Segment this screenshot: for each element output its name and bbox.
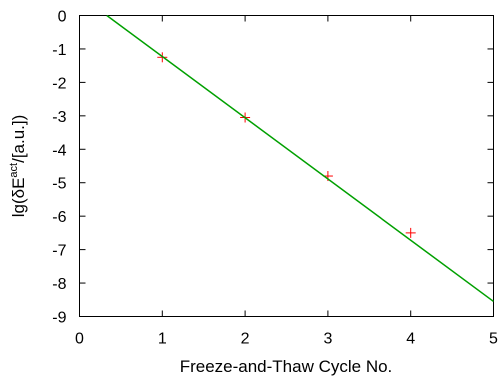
y-tick-label: -3	[52, 109, 66, 126]
y-tick-label: -7	[52, 243, 66, 260]
x-tick-label: 2	[241, 331, 250, 348]
x-tick-label: 0	[75, 331, 84, 348]
fit-line	[106, 14, 494, 303]
y-axis-label-superscript: act	[8, 163, 20, 178]
x-axis-label: Freeze-and-Thaw Cycle No.	[180, 357, 393, 376]
y-axis-label-prefix: lg(δE	[9, 178, 28, 218]
x-tick-label: 3	[323, 331, 332, 348]
y-axis-label-suffix: /[a.u.])	[9, 115, 28, 163]
tick-labels: 0 1 2 3 4 5 0 -1 -2 -3 -4 -5 -6 -7 -8 -9	[52, 9, 498, 348]
x-tick-label: 1	[158, 331, 167, 348]
y-tick-label: -9	[52, 310, 66, 327]
y-tick-label: -8	[52, 276, 66, 293]
y-tick-label: 0	[58, 9, 67, 26]
y-axis-label: lg(δEact/[a.u.])	[8, 115, 28, 218]
y-tick-label: -6	[52, 209, 66, 226]
plot-frame	[79, 15, 494, 317]
y-tick-label: -2	[52, 75, 66, 92]
series	[106, 14, 494, 303]
y-tick-label: -1	[52, 42, 66, 59]
ticks	[79, 15, 494, 317]
x-tick-label: 4	[406, 331, 415, 348]
y-tick-label: -5	[52, 176, 66, 193]
x-tick-label: 5	[489, 331, 498, 348]
y-tick-label: -4	[52, 142, 66, 159]
data-point	[405, 227, 416, 238]
